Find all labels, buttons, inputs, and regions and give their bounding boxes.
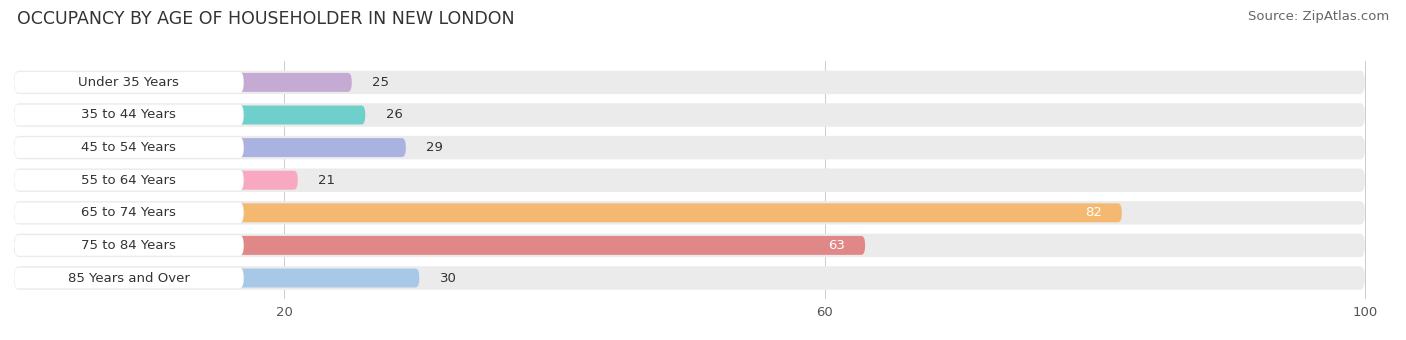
FancyBboxPatch shape (14, 103, 1365, 127)
FancyBboxPatch shape (14, 105, 243, 125)
Text: 21: 21 (318, 174, 335, 187)
FancyBboxPatch shape (14, 236, 865, 255)
FancyBboxPatch shape (14, 268, 243, 288)
Text: 82: 82 (1084, 206, 1101, 219)
FancyBboxPatch shape (14, 203, 243, 223)
FancyBboxPatch shape (14, 168, 1365, 192)
Text: Under 35 Years: Under 35 Years (79, 76, 180, 89)
Text: 25: 25 (373, 76, 389, 89)
FancyBboxPatch shape (14, 269, 419, 287)
Text: Source: ZipAtlas.com: Source: ZipAtlas.com (1249, 10, 1389, 23)
Text: 35 to 44 Years: 35 to 44 Years (82, 108, 176, 121)
Text: 65 to 74 Years: 65 to 74 Years (82, 206, 176, 219)
Text: 29: 29 (426, 141, 443, 154)
FancyBboxPatch shape (14, 105, 366, 124)
Text: 75 to 84 Years: 75 to 84 Years (82, 239, 176, 252)
Text: 30: 30 (440, 272, 457, 285)
Text: 45 to 54 Years: 45 to 54 Years (82, 141, 176, 154)
FancyBboxPatch shape (14, 73, 352, 92)
FancyBboxPatch shape (14, 137, 243, 158)
FancyBboxPatch shape (14, 171, 298, 190)
FancyBboxPatch shape (14, 201, 1365, 224)
Text: OCCUPANCY BY AGE OF HOUSEHOLDER IN NEW LONDON: OCCUPANCY BY AGE OF HOUSEHOLDER IN NEW L… (17, 10, 515, 28)
Text: 26: 26 (385, 108, 402, 121)
Text: 85 Years and Over: 85 Years and Over (67, 272, 190, 285)
FancyBboxPatch shape (14, 72, 243, 93)
FancyBboxPatch shape (14, 266, 1365, 290)
FancyBboxPatch shape (14, 235, 243, 256)
FancyBboxPatch shape (14, 234, 1365, 257)
FancyBboxPatch shape (14, 203, 1122, 222)
FancyBboxPatch shape (14, 138, 406, 157)
FancyBboxPatch shape (14, 136, 1365, 159)
Text: 63: 63 (828, 239, 845, 252)
FancyBboxPatch shape (14, 71, 1365, 94)
Text: 55 to 64 Years: 55 to 64 Years (82, 174, 176, 187)
FancyBboxPatch shape (14, 170, 243, 190)
